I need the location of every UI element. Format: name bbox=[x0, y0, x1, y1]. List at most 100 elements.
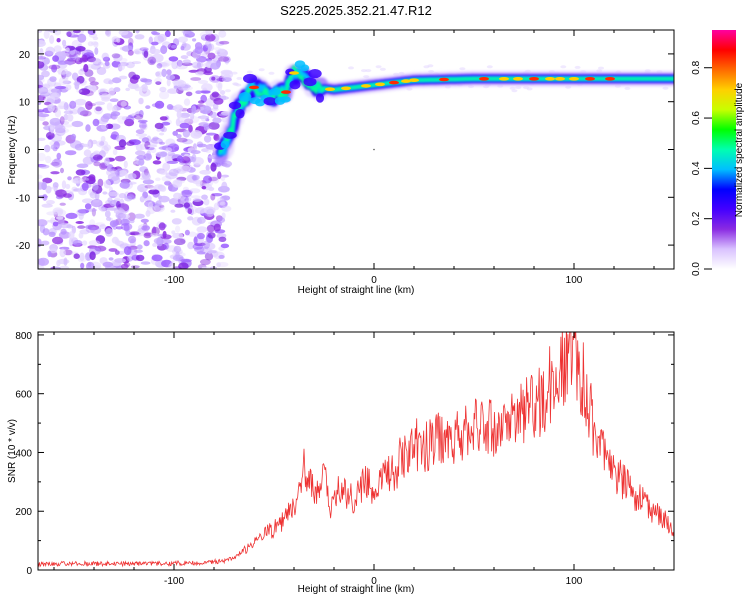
ridge-hotspot bbox=[375, 82, 385, 87]
noise-blob bbox=[42, 193, 48, 201]
noise-blob bbox=[515, 86, 522, 90]
noise-blob bbox=[106, 168, 118, 177]
noise-blob bbox=[83, 90, 94, 97]
noise-blob bbox=[73, 81, 81, 86]
x-tick-label: 0 bbox=[371, 275, 377, 286]
noise-blob bbox=[50, 171, 60, 175]
x-tick-label: 100 bbox=[566, 576, 583, 587]
noise-blob bbox=[56, 152, 62, 160]
noise-blob bbox=[156, 237, 163, 247]
noise-blob bbox=[231, 71, 238, 75]
noise-blob bbox=[57, 68, 69, 75]
noise-blob bbox=[59, 248, 66, 258]
noise-blob bbox=[51, 64, 58, 73]
noise-blob bbox=[138, 124, 147, 128]
noise-blob bbox=[94, 47, 99, 55]
noise-blob bbox=[38, 238, 42, 248]
noise-blob bbox=[208, 122, 220, 130]
spectrogram-x-ticks: -100 0 100 bbox=[53, 30, 655, 286]
noise-blob bbox=[127, 37, 134, 46]
noise-blob bbox=[188, 188, 201, 194]
noise-blob bbox=[92, 199, 100, 203]
noise-blob bbox=[120, 222, 133, 231]
noise-blob bbox=[161, 126, 168, 133]
ridge-hotspot bbox=[389, 80, 399, 85]
noise-blob bbox=[104, 60, 110, 67]
noise-blob bbox=[59, 265, 70, 269]
noise-blob bbox=[48, 231, 56, 237]
x-tick-label: 100 bbox=[566, 275, 583, 286]
noise-blob bbox=[427, 64, 434, 68]
noise-blob bbox=[53, 45, 62, 53]
noise-blob bbox=[83, 63, 89, 73]
noise-blob bbox=[71, 39, 82, 49]
noise-blob bbox=[93, 41, 99, 48]
noise-blob bbox=[62, 124, 73, 128]
noise-blob bbox=[212, 117, 222, 124]
x-tick-label: -100 bbox=[164, 576, 184, 587]
noise-blob bbox=[172, 248, 183, 255]
noise-blob bbox=[173, 266, 180, 269]
noise-blob bbox=[379, 67, 386, 71]
noise-blob bbox=[81, 54, 88, 62]
snr-x-label: Height of straight line (km) bbox=[298, 584, 415, 595]
noise-blob bbox=[365, 69, 372, 73]
noise-blob bbox=[153, 205, 164, 211]
noise-blob bbox=[120, 101, 127, 107]
noise-blob bbox=[176, 155, 184, 163]
noise-blob bbox=[104, 157, 110, 167]
noise-blob bbox=[158, 195, 162, 200]
noise-blob bbox=[216, 262, 222, 268]
noise-blob bbox=[173, 104, 184, 113]
noise-blob bbox=[111, 53, 121, 59]
noise-blob bbox=[217, 48, 226, 53]
noise-blob bbox=[181, 156, 191, 164]
noise-blob bbox=[124, 195, 133, 202]
noise-blob bbox=[99, 224, 107, 230]
noise-blob bbox=[75, 169, 86, 176]
noise-blob bbox=[112, 149, 118, 156]
noise-blob bbox=[225, 89, 231, 93]
noise-blob bbox=[154, 77, 163, 85]
noise-blob bbox=[459, 67, 466, 71]
noise-blob bbox=[181, 189, 193, 198]
noise-blob bbox=[94, 101, 106, 106]
noise-blob bbox=[65, 212, 78, 219]
noise-blob bbox=[268, 71, 275, 75]
noise-blob bbox=[196, 232, 205, 240]
noise-blob bbox=[174, 203, 184, 208]
ridge-point bbox=[373, 148, 375, 151]
noise-blob bbox=[41, 240, 50, 246]
noise-blob bbox=[118, 139, 127, 148]
noise-blob bbox=[93, 265, 102, 269]
noise-blob bbox=[135, 254, 145, 262]
noise-blob bbox=[145, 210, 151, 217]
noise-blob bbox=[662, 86, 669, 90]
noise-blob bbox=[205, 40, 211, 49]
ridge-hotspot bbox=[545, 77, 555, 81]
y-tick-label: 800 bbox=[15, 331, 32, 342]
noise-blob bbox=[38, 257, 49, 266]
ridge-hotspot bbox=[409, 78, 419, 82]
noise-blob bbox=[131, 61, 142, 65]
noise-blob bbox=[118, 75, 128, 80]
noise-blob bbox=[180, 43, 191, 51]
noise-blob bbox=[114, 155, 126, 162]
y-tick-label: 10 bbox=[19, 98, 31, 109]
noise-blob bbox=[125, 116, 135, 122]
noise-blob bbox=[60, 228, 67, 235]
noise-blob bbox=[140, 85, 147, 89]
noise-blob bbox=[38, 164, 50, 169]
noise-blob bbox=[83, 149, 92, 157]
noise-blob bbox=[109, 98, 119, 102]
noise-blob bbox=[201, 194, 208, 200]
noise-blob bbox=[67, 176, 72, 181]
noise-blob bbox=[120, 263, 129, 269]
noise-blob bbox=[58, 77, 69, 86]
noise-blob bbox=[187, 140, 193, 144]
noise-blob bbox=[155, 81, 162, 85]
noise-blob bbox=[147, 144, 158, 148]
noise-blob bbox=[203, 71, 213, 76]
noise-blob bbox=[68, 237, 74, 247]
noise-blob bbox=[111, 166, 118, 171]
